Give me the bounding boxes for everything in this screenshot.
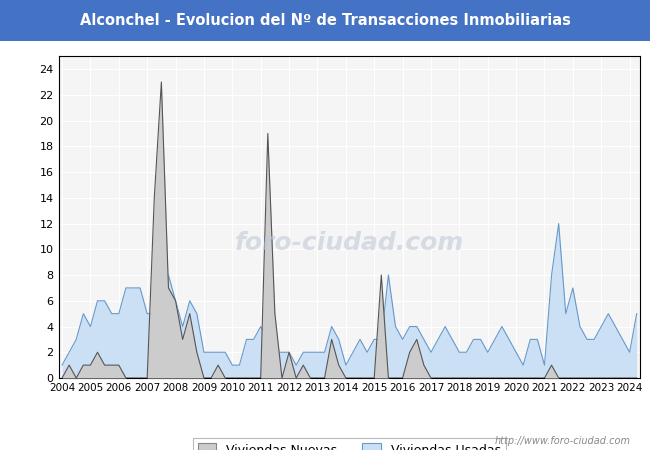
Text: Alconchel - Evolucion del Nº de Transacciones Inmobiliarias: Alconchel - Evolucion del Nº de Transacc… bbox=[79, 13, 571, 28]
Text: http://www.foro-ciudad.com: http://www.foro-ciudad.com bbox=[495, 436, 630, 446]
Legend: Viviendas Nuevas, Viviendas Usadas: Viviendas Nuevas, Viviendas Usadas bbox=[192, 438, 506, 450]
Text: foro-ciudad.com: foro-ciudad.com bbox=[235, 231, 464, 255]
